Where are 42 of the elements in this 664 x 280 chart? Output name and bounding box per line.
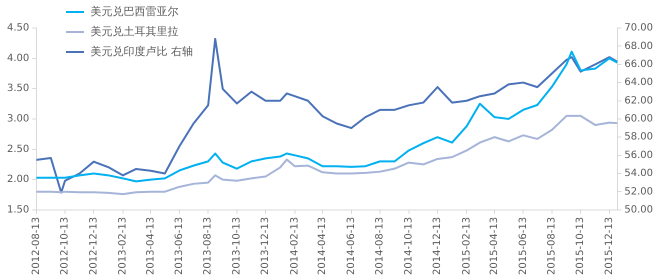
y-tick-label: 2.50 [7,144,30,155]
x-tick-label: 2014-10-13 [403,216,414,276]
y2-tick-label: 58.00 [624,132,654,143]
x-tick-label: 2012-12-13 [88,216,100,276]
x-tick-label: 2015-04-13 [489,216,500,276]
x-tick-label: 2013-06-13 [174,216,186,276]
y2-tick-label: 60.00 [624,114,654,125]
x-tick-label: 2014-12-13 [432,216,444,276]
y2-tick-label: 64.00 [624,77,654,88]
x-tick-label: 2015-12-13 [604,216,615,276]
y-tick-label: 4.00 [7,52,30,64]
y-tick-label: 1.50 [7,204,30,216]
x-tick-label: 2012-10-13 [60,216,71,276]
x-tick-label: 2014-02-13 [289,216,300,276]
x-tick-label: 2012-08-13 [30,216,42,276]
y2-tick-label: 56.00 [624,150,654,161]
legend-label: 美元兑巴西雷亚尔 [90,4,178,20]
legend-label: 美元兑印度卢比 右轴 [90,44,193,60]
y2-tick-label: 68.00 [624,40,654,52]
x-tick-label: 2014-04-13 [317,216,328,276]
y2-tick-label: 50.00 [624,204,654,216]
x-tick-label: 2015-10-13 [575,216,586,276]
y2-tick-label: 52.00 [624,186,654,198]
legend-label: 美元兑土耳其里拉 [90,24,178,40]
x-tick-label: 2014-08-13 [374,216,386,276]
y-tick-label: 3.00 [7,114,30,125]
y-tick-label: 2.00 [7,174,30,186]
y-tick-label: 3.50 [7,83,30,94]
x-tick-label: 2013-02-13 [118,216,129,276]
x-tick-label: 2014-06-13 [346,216,357,276]
y2-tick-label: 54.00 [624,168,654,180]
x-tick-label: 2015-08-13 [546,216,558,276]
x-tick-label: 2013-04-13 [145,216,156,276]
y2-tick-label: 70.00 [624,22,654,34]
x-tick-label: 2013-10-13 [231,216,242,276]
x-tick-label: 2013-12-13 [260,216,272,276]
y2-tick-label: 62.00 [624,95,654,106]
x-tick-label: 2013-08-13 [202,216,214,276]
x-tick-label: 2015-02-13 [461,216,472,276]
y2-tick-label: 66.00 [624,58,654,70]
y-tick-label: 4.50 [7,22,30,34]
x-tick-label: 2015-06-13 [518,216,529,276]
